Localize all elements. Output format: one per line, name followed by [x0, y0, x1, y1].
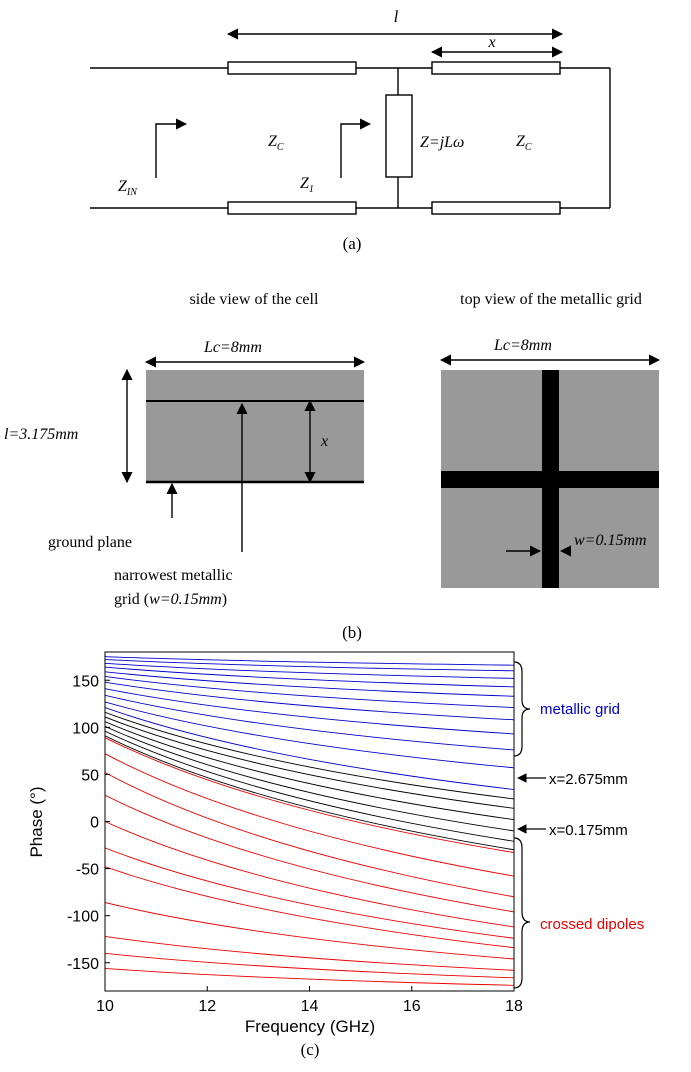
- brace-metallic-grid: [513, 661, 531, 757]
- series-line-7: [105, 681, 514, 721]
- label-zc-left: ZC: [268, 133, 284, 153]
- label-zc-right: ZC: [516, 133, 532, 153]
- top-view-title: top view of the metallic grid: [460, 291, 642, 308]
- x-tick-label: 12: [198, 998, 216, 1015]
- series-line-24: [105, 866, 514, 949]
- substrate-rect: [146, 370, 364, 482]
- series-line-21: [105, 794, 514, 913]
- line-segment-bottom-right: [431, 201, 561, 215]
- brace-crossed-dipoles: [513, 837, 531, 989]
- label-l: l: [394, 7, 399, 26]
- label-z-load: Z=jLω: [420, 134, 464, 151]
- label-x: x: [487, 34, 495, 51]
- series-line-12: [105, 711, 514, 800]
- panel-a-circuit: [90, 67, 611, 209]
- load-inductor-box: [385, 94, 413, 178]
- x-tick-label: 10: [96, 998, 114, 1015]
- series-line-9: [105, 694, 514, 751]
- series-line-5: [105, 671, 514, 697]
- series-line-20: [105, 772, 514, 898]
- phase-chart: 10 12 14 16 18 150 100 50 0 -50 -100 -150 Frequency…: [27, 651, 523, 1036]
- series-line-15: [105, 725, 514, 832]
- caption-b: (b): [342, 623, 362, 642]
- y-tick-label: 50: [81, 767, 99, 784]
- transmission-line-segments: [227, 61, 561, 215]
- y-tick-label: -150: [67, 956, 99, 973]
- series-line-1: [105, 656, 514, 666]
- series-line-19: [105, 753, 514, 877]
- width-label: w=0.15mm: [574, 532, 647, 549]
- thickness-label: l=3.175mm: [4, 426, 78, 443]
- x-dimension-label: x: [320, 433, 328, 450]
- top-view-cell: [441, 370, 659, 588]
- grid-note-line1: narrowest metallic: [114, 567, 233, 584]
- x-tick-label: 18: [505, 998, 523, 1015]
- caption-c: (c): [301, 1040, 320, 1059]
- side-lc-label: Lc=8mm: [203, 339, 262, 356]
- top-lc-label: Lc=8mm: [493, 337, 552, 354]
- series-line-26: [105, 935, 514, 971]
- label-z1: Z1: [300, 175, 314, 195]
- x-axis-label: Frequency (GHz): [245, 1017, 375, 1036]
- grid-note-line2: grid (w=0.15mm): [114, 591, 227, 608]
- series-line-28: [105, 967, 514, 986]
- series-line-18: [105, 737, 514, 854]
- series-line-23: [105, 847, 514, 939]
- series-line-13: [105, 716, 514, 809]
- annotation-x-2675: x=2.675mm: [549, 771, 628, 788]
- series-line-8: [105, 688, 514, 735]
- series-line-14: [105, 721, 514, 821]
- series-line-22: [105, 821, 514, 928]
- series-layer: [105, 656, 514, 986]
- label-zin: ZIN: [118, 178, 138, 198]
- series-line-11: [105, 707, 514, 790]
- series-line-10: [105, 701, 514, 769]
- brace-label-crossed-dipoles: crossed dipoles: [540, 916, 644, 933]
- series-line-16: [105, 730, 514, 842]
- caption-a: (a): [343, 234, 362, 253]
- brace-label-metallic-grid: metallic grid: [540, 701, 620, 718]
- x-tick-label: 14: [301, 998, 319, 1015]
- series-line-27: [105, 952, 514, 979]
- ground-plane-label: ground plane: [48, 534, 132, 551]
- series-line-2: [105, 659, 514, 672]
- series-line-17: [105, 735, 514, 851]
- side-view-title: side view of the cell: [190, 291, 319, 308]
- line-segment-top-right: [431, 61, 561, 75]
- y-tick-label: -50: [76, 862, 99, 879]
- z1-reference-arrow: [340, 118, 372, 178]
- y-tick-label: 100: [72, 720, 99, 737]
- series-line-6: [105, 676, 514, 709]
- side-view-cell: [146, 370, 364, 484]
- tick-layer: 10 12 14 16 18 150 100 50 0 -50 -100 -150: [67, 673, 523, 1015]
- zin-reference-arrow: [155, 118, 188, 178]
- grid-strip-horizontal: [441, 471, 659, 488]
- y-tick-label: 150: [72, 673, 99, 690]
- y-tick-label: 0: [90, 815, 99, 832]
- series-line-25: [105, 902, 514, 960]
- x-tick-label: 16: [403, 998, 421, 1015]
- line-segment-bottom-left: [227, 201, 357, 215]
- series-line-3: [105, 662, 514, 679]
- y-axis-label: Phase (°): [27, 786, 46, 857]
- annotation-x-0175: x=0.175mm: [549, 822, 628, 839]
- series-line-4: [105, 666, 514, 688]
- line-segment-top-left: [227, 61, 357, 75]
- y-tick-label: -100: [67, 909, 99, 926]
